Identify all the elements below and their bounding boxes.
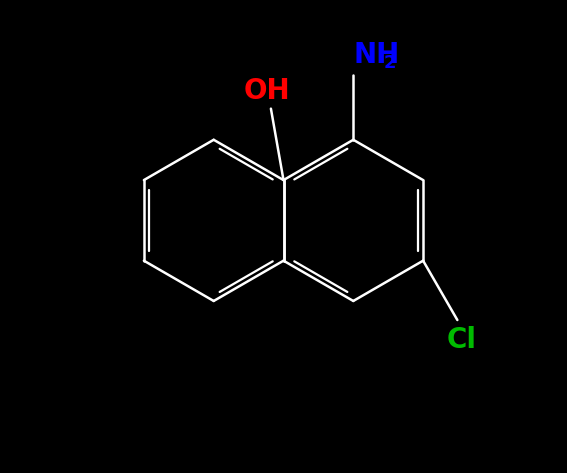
Text: OH: OH: [244, 77, 290, 105]
Text: NH: NH: [353, 41, 400, 69]
Text: Cl: Cl: [446, 326, 476, 354]
Text: 2: 2: [384, 54, 396, 72]
